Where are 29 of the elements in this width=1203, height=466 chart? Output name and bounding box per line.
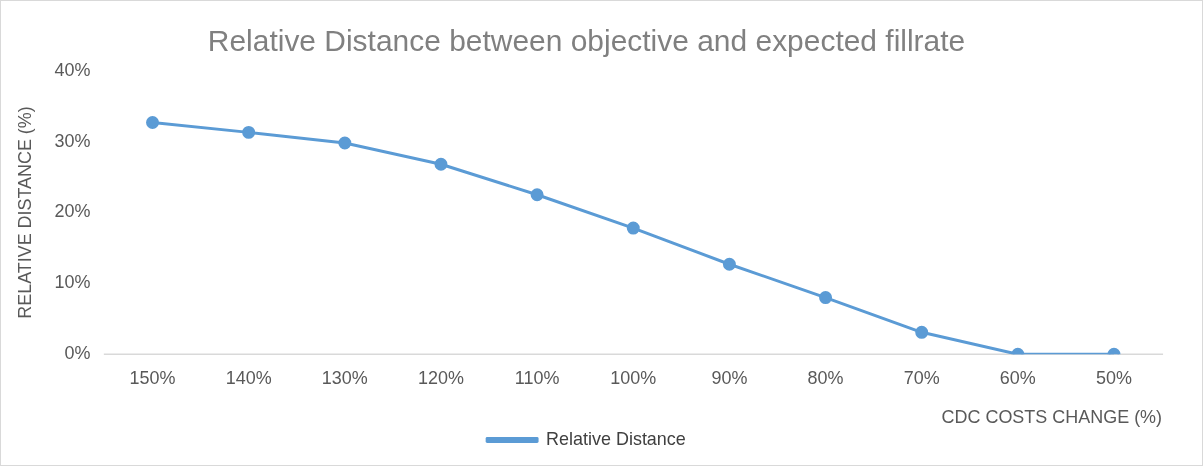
point xyxy=(242,125,256,139)
x-tick-label: 70% xyxy=(903,367,940,388)
point xyxy=(722,257,736,271)
x-tick-label: 110% xyxy=(514,367,560,388)
y-tick-label: 30% xyxy=(54,130,91,151)
point xyxy=(530,188,544,202)
x-tick-label: 100% xyxy=(610,367,657,388)
x-axis-title: CDC COSTS CHANGE (%) xyxy=(941,407,1163,428)
legend-label: Relative Distance xyxy=(546,429,686,450)
y-tick-label: 0% xyxy=(64,343,91,364)
y-tick-label: 10% xyxy=(54,272,91,293)
x-tick-label: 130% xyxy=(321,367,368,388)
point xyxy=(146,115,160,129)
x-tick-label: 90% xyxy=(711,367,748,388)
x-tick-label: 60% xyxy=(999,367,1036,388)
x-tick-label: 80% xyxy=(807,367,844,388)
x-tick-label: 120% xyxy=(417,367,464,388)
x-tick-label: 150% xyxy=(129,367,176,388)
point xyxy=(338,136,352,150)
x-tick-label: 50% xyxy=(1096,367,1133,388)
y-tick-label: 40% xyxy=(54,59,91,80)
point xyxy=(915,325,929,339)
y-tick-label: 20% xyxy=(54,201,91,222)
chart-title: Relative Distance between objective and expected fillrate xyxy=(207,24,966,58)
y-axis-title: RELATIVE DISTANCE (%) xyxy=(14,106,35,319)
point xyxy=(626,221,640,235)
point xyxy=(819,291,833,305)
x-tick-label: 140% xyxy=(225,367,272,388)
point xyxy=(434,157,448,171)
